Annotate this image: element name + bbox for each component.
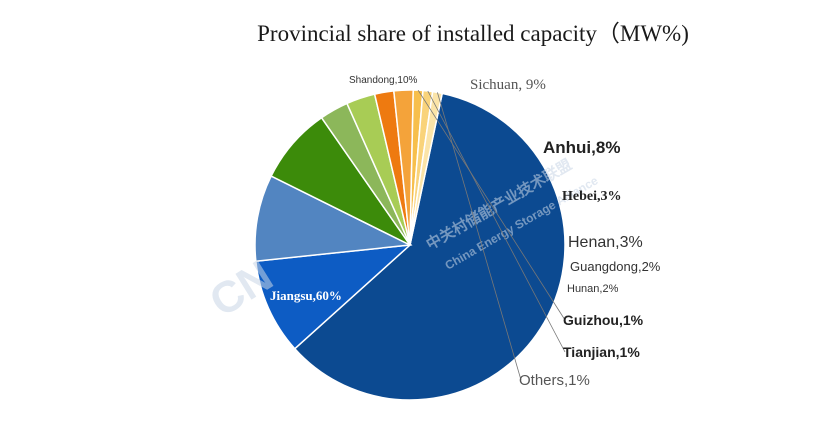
chart-title: Provincial share of installed capacity（M… xyxy=(257,21,689,46)
slice-label: Jiangsu,60% xyxy=(270,288,342,303)
slice-label: Hebei,3% xyxy=(562,189,622,204)
slice-label: Sichuan, 9% xyxy=(470,77,546,93)
slice-label: Anhui,8% xyxy=(543,138,620,157)
pie-slice-shandong xyxy=(255,244,413,350)
slice-label: Hunan,2% xyxy=(567,283,619,295)
leader-line xyxy=(427,90,566,353)
pie-slice-jiangsu xyxy=(293,92,566,401)
pie-slices xyxy=(254,89,566,401)
slice-label: Tianjian,1% xyxy=(563,344,640,360)
slice-label: Henan,3% xyxy=(568,234,643,251)
leader-line xyxy=(417,89,566,321)
slice-label: Guizhou,1% xyxy=(563,312,644,328)
slice-label: Guangdong,2% xyxy=(570,259,661,274)
slice-label: Others,1% xyxy=(519,372,590,389)
leader-line xyxy=(437,92,522,381)
label-leaders xyxy=(417,89,566,381)
pie-slice-sichuan xyxy=(254,175,413,263)
slice-labels: Jiangsu,60% Shandong,10% Sichuan, 9% Anhui,… xyxy=(270,75,661,389)
slice-label: Shandong,10% xyxy=(349,75,418,86)
